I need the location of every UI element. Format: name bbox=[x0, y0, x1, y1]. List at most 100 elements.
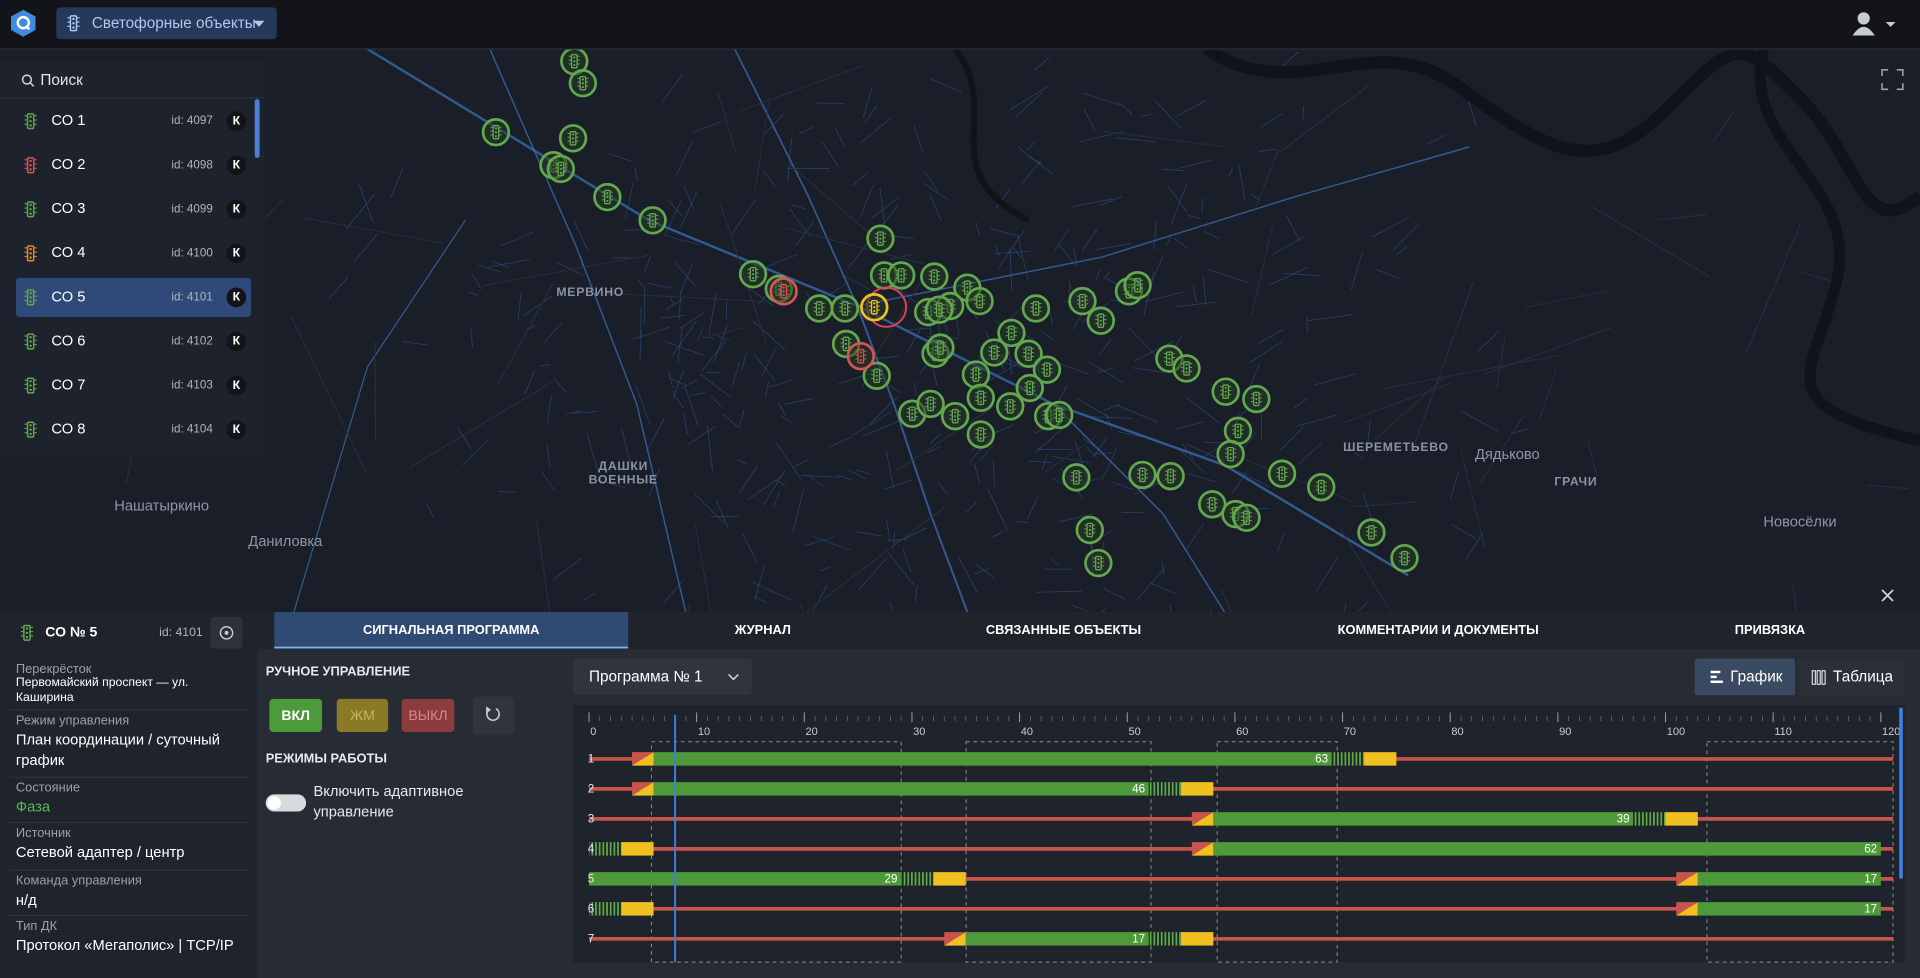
map-street bbox=[643, 255, 652, 273]
signal-marker[interactable] bbox=[1390, 543, 1419, 573]
signal-marker[interactable] bbox=[997, 318, 1026, 348]
signal-marker[interactable] bbox=[924, 295, 954, 324]
object-item[interactable]: СО 4 id: 4100 К bbox=[24, 243, 247, 264]
tab[interactable]: СВЯЗАННЫЕ ОБЪЕКТЫ bbox=[986, 622, 1141, 637]
signal-marker[interactable] bbox=[546, 154, 576, 184]
signal-marker[interactable] bbox=[966, 420, 996, 449]
signal-marker[interactable] bbox=[862, 361, 891, 390]
object-item[interactable]: СО 7 id: 4103 К bbox=[24, 375, 247, 396]
tab[interactable]: КОММЕНТАРИИ И ДОКУМЕНТЫ bbox=[1338, 622, 1539, 637]
signal-marker[interactable] bbox=[1128, 460, 1157, 490]
signal-marker[interactable] bbox=[1172, 354, 1201, 383]
map-street bbox=[468, 292, 479, 296]
tab[interactable]: ПРИВЯЗКА bbox=[1735, 622, 1805, 637]
badge-text: К bbox=[233, 334, 241, 348]
object-item[interactable]: СО 5 id: 4101 К bbox=[15, 277, 252, 318]
icon-body bbox=[26, 421, 35, 438]
view-icon bbox=[1821, 670, 1826, 685]
signal-marker[interactable] bbox=[1062, 463, 1091, 492]
signal-marker[interactable] bbox=[1156, 461, 1185, 491]
map-street bbox=[893, 527, 927, 544]
view-button[interactable]: Таблица bbox=[1797, 658, 1906, 696]
signal-marker[interactable] bbox=[1021, 294, 1051, 323]
signal-marker[interactable] bbox=[558, 124, 588, 153]
map-road bbox=[733, 48, 858, 307]
signal-marker[interactable] bbox=[481, 117, 511, 147]
signal-marker[interactable] bbox=[1014, 339, 1043, 368]
signal-marker[interactable] bbox=[1267, 459, 1297, 488]
signal-marker[interactable] bbox=[1307, 472, 1336, 502]
tab[interactable]: ЖУРНАЛ bbox=[734, 622, 791, 637]
map-street bbox=[992, 531, 1004, 538]
badge bbox=[226, 419, 247, 440]
program-dropdown[interactable]: Программа № 1 bbox=[573, 658, 752, 696]
control-button[interactable]: ЖМ bbox=[336, 698, 389, 732]
locate-button[interactable] bbox=[210, 616, 243, 649]
object-item[interactable]: СО 2 id: 4098 К bbox=[24, 155, 247, 176]
signal-marker[interactable] bbox=[593, 182, 622, 212]
object-item[interactable]: СО 1 id: 4097 К bbox=[24, 111, 247, 131]
traffic-light-icon bbox=[906, 406, 918, 421]
view-button[interactable]: График bbox=[1694, 658, 1796, 696]
map-road bbox=[1102, 130, 1222, 147]
signal-marker[interactable] bbox=[1015, 373, 1044, 403]
signal-marker[interactable] bbox=[1086, 306, 1116, 335]
signal-marker[interactable] bbox=[1044, 400, 1074, 430]
scrollbar[interactable] bbox=[254, 99, 260, 158]
signal-marker[interactable] bbox=[769, 277, 798, 306]
signal-marker[interactable] bbox=[1211, 377, 1240, 406]
search-input[interactable]: Поиск bbox=[40, 72, 83, 89]
signal-marker[interactable] bbox=[1242, 384, 1271, 414]
signal-marker[interactable] bbox=[860, 293, 889, 322]
close-button[interactable] bbox=[1881, 589, 1894, 602]
signal-marker[interactable] bbox=[940, 401, 970, 431]
signal-marker[interactable] bbox=[965, 286, 994, 316]
map[interactable] bbox=[0, 48, 1920, 613]
user-menu[interactable] bbox=[1852, 12, 1896, 36]
signal-marker[interactable] bbox=[1084, 548, 1113, 578]
signal-marker[interactable] bbox=[804, 294, 834, 323]
icon-body bbox=[1234, 423, 1242, 439]
signal-marker[interactable] bbox=[830, 294, 860, 323]
object-item[interactable]: СО 8 id: 4104 К bbox=[24, 419, 247, 440]
signal-marker[interactable] bbox=[866, 224, 895, 253]
layer-dropdown[interactable]: Светофорные объекты bbox=[56, 7, 277, 40]
map-street bbox=[978, 444, 994, 462]
tab[interactable]: СИГНАЛЬНАЯ ПРОГРАММА bbox=[274, 612, 629, 649]
signal-marker[interactable] bbox=[1223, 416, 1253, 446]
signal-marker[interactable] bbox=[1198, 490, 1227, 519]
reset-button[interactable] bbox=[472, 696, 515, 735]
signal-marker[interactable] bbox=[1075, 515, 1104, 545]
signal-marker[interactable] bbox=[926, 333, 955, 362]
icon-lamp bbox=[1403, 560, 1406, 564]
signal-marker[interactable] bbox=[966, 383, 996, 413]
signal-marker[interactable] bbox=[846, 341, 876, 371]
signal-marker[interactable] bbox=[1357, 518, 1386, 547]
signal-marker[interactable] bbox=[1068, 286, 1097, 316]
signal-marker[interactable] bbox=[1216, 439, 1245, 469]
control-button[interactable]: ВКЛ bbox=[269, 698, 323, 732]
signal-marker[interactable] bbox=[920, 262, 949, 291]
signal-marker[interactable] bbox=[887, 261, 916, 290]
signal-marker[interactable] bbox=[638, 206, 667, 235]
signal-marker[interactable] bbox=[1232, 503, 1261, 532]
signal-marker[interactable] bbox=[980, 338, 1009, 367]
adaptive-toggle[interactable] bbox=[265, 794, 307, 812]
chart-scrollbar[interactable] bbox=[1899, 707, 1903, 879]
signal-marker[interactable] bbox=[738, 259, 768, 289]
logo[interactable] bbox=[11, 9, 36, 37]
map-street bbox=[583, 592, 596, 602]
signal-marker[interactable] bbox=[1123, 271, 1152, 300]
object-item[interactable]: СО 3 id: 4099 К bbox=[24, 199, 247, 220]
signal-marker[interactable] bbox=[568, 69, 598, 98]
map-street bbox=[1073, 248, 1078, 267]
icon-lamp bbox=[1255, 401, 1258, 404]
control-button[interactable]: ВЫКЛ bbox=[401, 698, 455, 732]
signal-marker[interactable] bbox=[996, 392, 1025, 421]
map-street bbox=[1115, 137, 1157, 143]
signal-marker[interactable] bbox=[916, 389, 945, 419]
object-item[interactable]: СО 6 id: 4102 К bbox=[24, 331, 247, 352]
fullscreen-button[interactable] bbox=[1881, 68, 1904, 91]
signal-marker[interactable] bbox=[961, 360, 991, 389]
signal-marker[interactable] bbox=[1032, 355, 1062, 384]
